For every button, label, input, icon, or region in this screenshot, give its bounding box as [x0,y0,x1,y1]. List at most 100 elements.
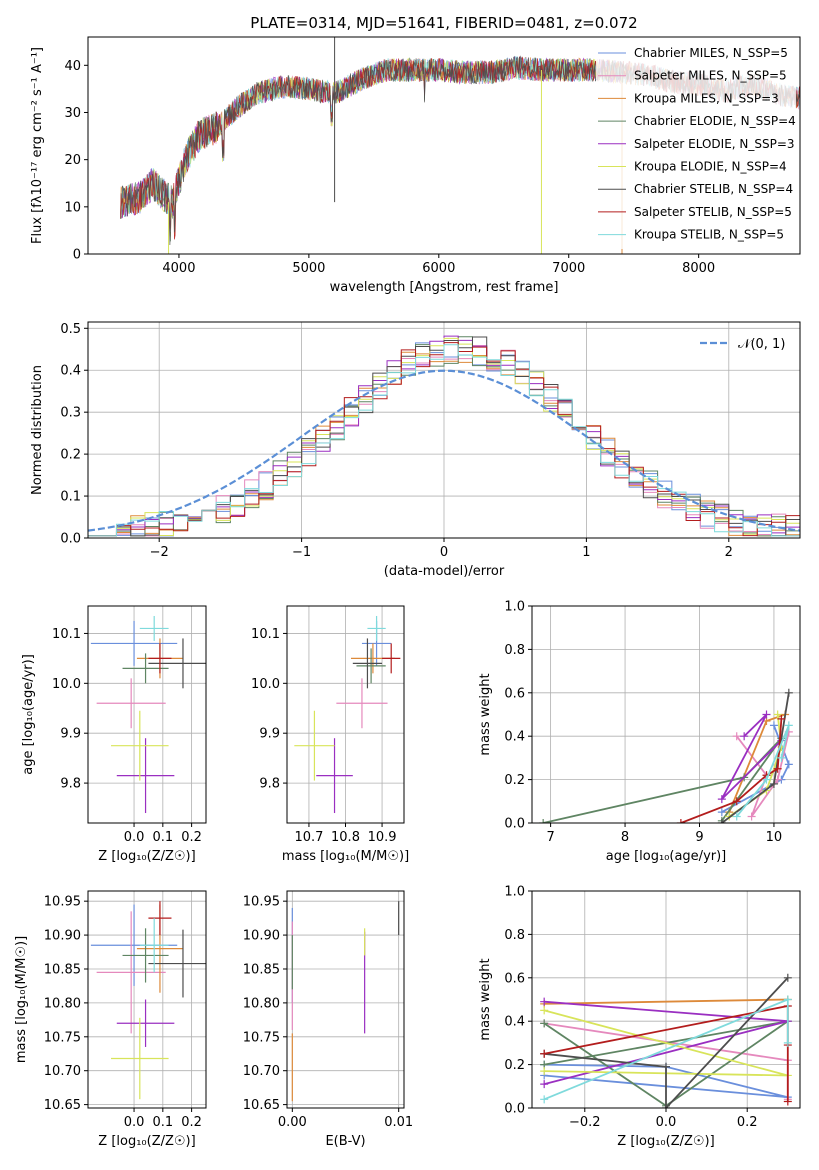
plot-frame [87,36,801,255]
mass-weight-marker [717,795,726,804]
x-tick-label: 0 [440,545,448,560]
y-tick-label: 0 [73,248,81,263]
mass-weight-marker [676,819,685,823]
mass-weight-marker [540,1019,549,1028]
panel-age_vs_Z: 0.0 0.1 0.2 9.8 9.9 10.0 10.1 Z [log₁₀(Z/Z☉)] ag… [21,605,207,864]
y-tick-label: 9.9 [259,727,280,742]
x-tick-label: 1 [582,545,590,560]
errorbar-point [139,918,169,973]
mass-weight-marker [540,1049,549,1058]
plot-frame [286,605,405,824]
x-axis-label: (data-model)/error [384,564,505,579]
errorbar-points [90,615,206,814]
errorbar-point [367,615,386,641]
errorbar-point [116,999,175,1047]
figure-title: PLATE=0314, MJD=51641, FIBERID=0481, z=0… [250,14,637,32]
x-axis-label: Z [log₁₀(Z/Z☉)] [617,1134,714,1149]
x-tick-label: 7 [546,830,554,845]
y-tick-label: 30 [64,106,81,121]
y-tick-label: 0.6 [504,686,525,701]
y-tick-label: 1.0 [504,600,525,615]
x-axis-label: Z [log₁₀(Z/Z☉)] [98,1134,195,1149]
y-tick-label: 0.0 [504,1102,525,1117]
y-tick-label: 10.90 [44,929,81,944]
legend-box [596,44,796,249]
plot-frame [87,890,207,1109]
mass-weight-marker [777,753,786,762]
plot-frame [87,605,207,824]
y-tick-label: 10.65 [44,1098,81,1113]
y-tick-label: 1.0 [504,885,525,900]
x-tick-label: 0.1 [152,830,173,845]
y-tick-label: 10.0 [251,677,280,692]
x-axis-label: wavelength [Angstrom, rest frame] [330,280,559,295]
errorbar-point [122,653,169,684]
y-tick-label: 10.1 [52,627,81,642]
y-tick-label: 10.75 [44,1030,81,1045]
histogram-series-step [88,344,800,538]
y-tick-label: 10.95 [243,895,280,910]
errorbar-points [90,901,206,1100]
mass-weight-marker [747,812,756,821]
plot-frame [531,890,801,1109]
legend: 𝒩(0, 1) [700,337,785,352]
panel-mass_vs_Z: 0.0 0.1 0.2 10.65 10.70 10.75 10.80 10.85 10.90 1… [14,890,207,1149]
plot-frame [531,605,801,824]
y-tick-label: 10.85 [44,962,81,977]
panel-residuals: −2 −1 0 1 2 0.0 0.1 0.2 0.3 0.4 0.5 (data-model)/er… [30,321,801,579]
y-tick-label: 0.8 [504,643,525,658]
y-tick-label: 10.80 [243,996,280,1011]
y-axis-label: Flux [fλ10⁻¹⁷ erg cm⁻² s⁻¹ A⁻¹] [30,47,45,244]
mass-weight-series-line [721,713,783,800]
y-tick-label: 0.6 [504,971,525,986]
y-tick-label: 0.3 [60,406,81,421]
mass-weight-marker [784,721,793,730]
x-axis-label: E(B-V) [325,1134,365,1149]
errorbar-point [122,928,169,983]
panel-mass_weight_vs_age: 7 8 9 10 0.0 0.2 0.4 0.6 0.8 1.0 age [log₁₀(age/yr… [478,600,801,864]
x-tick-label: 10.9 [368,830,397,845]
legend-label: Chabrier STELIB, N_SSP=4 [634,182,793,196]
y-tick-label: 20 [64,153,81,168]
x-tick-label: 8 [621,830,629,845]
legend-label: Salpeter ELODIE, N_SSP=3 [634,137,795,151]
y-tick-label: 10.90 [243,929,280,944]
legend-label: Salpeter STELIB, N_SSP=5 [634,205,792,219]
errorbar-point [294,710,335,781]
legend-label: 𝒩(0, 1) [738,337,785,352]
x-tick-label: −2 [150,545,169,560]
y-tick-label: 0.2 [504,773,525,788]
x-tick-label: 4000 [162,261,195,276]
plot-frame [286,890,405,1109]
x-tick-label: −1 [292,545,311,560]
mass-weight-marker [783,973,792,982]
normal-reference-curve [88,369,800,532]
errorbar-points [291,901,400,1102]
y-tick-label: 10.1 [251,627,280,642]
mass-weight-marker [540,1006,549,1015]
mass-weight-series-line [544,977,789,1108]
errorbar-point [356,648,386,684]
legend-label: Kroupa MILES, N_SSP=3 [634,91,779,105]
mass-weight-marker [773,710,782,719]
y-tick-label: 10 [64,200,81,215]
x-axis-label: Z [log₁₀(Z/Z☉)] [98,849,195,864]
errorbar-point [382,643,401,674]
y-axis-label: mass weight [478,958,493,1040]
x-tick-label: 0.0 [656,1115,677,1130]
mass-weight-marker [783,995,792,1004]
panel-spectrum: 4000 5000 6000 7000 8000 0 10 20 30 40 wavelength … [30,14,801,295]
mass-weight-lines [540,973,792,1108]
x-tick-label: 6000 [422,261,455,276]
errorbar-point [116,738,175,814]
y-tick-label: 10.95 [44,895,81,910]
x-tick-label: 9 [695,830,703,845]
mass-weight-marker [762,710,771,719]
y-tick-label: 0.4 [504,1015,525,1030]
legend-label: Kroupa STELIB, N_SSP=5 [634,228,784,242]
mass-weight-marker [740,732,749,741]
legend-label: Kroupa ELODIE, N_SSP=4 [634,160,787,174]
mass-weight-marker [732,812,741,821]
errorbar-point [148,638,206,689]
